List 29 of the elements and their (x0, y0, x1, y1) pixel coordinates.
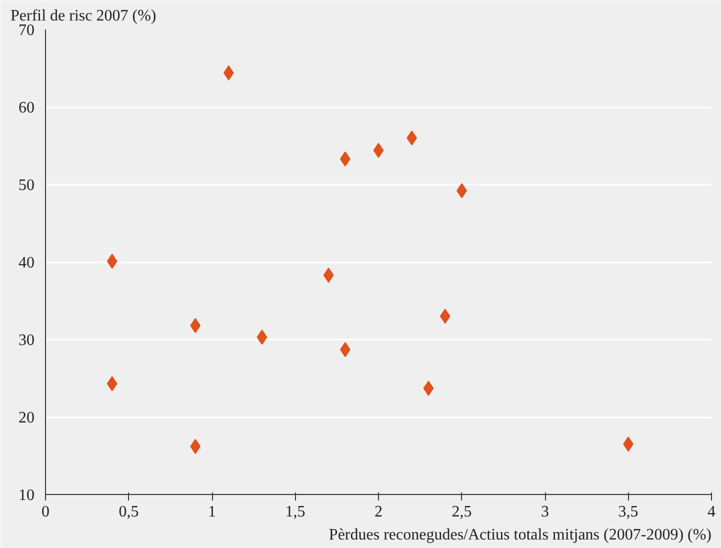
x-tick-label: 0 (42, 504, 50, 520)
point (373, 142, 384, 158)
y-tick-label: 60 (18, 100, 34, 116)
y-tick-label: 30 (18, 332, 34, 349)
x-tick-label: 3,5 (618, 504, 638, 520)
y-tick-label: 40 (18, 254, 34, 272)
y-tick-label: 70 (18, 22, 34, 39)
x-tick-label: 3 (541, 504, 549, 520)
point (323, 268, 334, 283)
x-tick-label: 4 (708, 504, 716, 520)
y-tick-label: 20 (18, 410, 34, 426)
x-tick-label: 0,5 (118, 504, 139, 520)
point (223, 65, 234, 80)
point (406, 130, 417, 146)
x-tick-label: 2 (374, 504, 382, 520)
point (190, 438, 201, 454)
point (256, 330, 268, 345)
point (106, 376, 118, 392)
y-tick-label: 10 (18, 487, 34, 504)
point (423, 380, 434, 396)
point (190, 318, 201, 334)
y-tick-label: 50 (18, 177, 34, 194)
point (440, 308, 450, 324)
x-tick-label: 1,5 (285, 504, 306, 520)
y-axis-title: Perfil de risc 2007 (%) (10, 8, 156, 24)
point (106, 254, 118, 269)
x-axis-title: Pèrdues reconegudes/Actius totals mitjans (2007-2009) (%) (328, 526, 712, 544)
x-tick-label: 2,5 (452, 504, 472, 520)
x-tick-label: 1 (208, 504, 216, 520)
